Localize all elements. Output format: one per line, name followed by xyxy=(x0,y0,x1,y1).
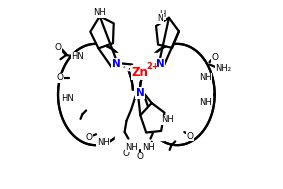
Text: N: N xyxy=(156,60,164,70)
Text: NH: NH xyxy=(97,138,110,147)
Polygon shape xyxy=(156,18,179,48)
Text: O: O xyxy=(85,133,92,142)
Polygon shape xyxy=(140,103,164,132)
Text: N: N xyxy=(136,88,144,98)
Polygon shape xyxy=(90,16,114,48)
Polygon shape xyxy=(58,44,133,145)
Text: NH: NH xyxy=(161,115,174,124)
Text: HN: HN xyxy=(71,53,84,61)
Text: O: O xyxy=(212,53,219,62)
Polygon shape xyxy=(115,91,164,139)
Polygon shape xyxy=(140,44,215,145)
Text: NH: NH xyxy=(125,143,138,152)
Text: O: O xyxy=(187,132,194,141)
Text: O: O xyxy=(57,73,64,82)
Text: O: O xyxy=(136,152,143,161)
Text: N: N xyxy=(112,60,121,70)
Text: 2+: 2+ xyxy=(147,62,160,71)
Text: NH: NH xyxy=(199,73,212,82)
Text: O: O xyxy=(55,43,61,53)
Text: NH: NH xyxy=(93,8,106,17)
Text: N: N xyxy=(157,14,163,23)
Text: Zn: Zn xyxy=(132,66,149,79)
Polygon shape xyxy=(115,53,162,70)
Text: O: O xyxy=(122,149,129,158)
Text: H: H xyxy=(159,10,165,19)
Ellipse shape xyxy=(58,44,133,145)
Text: NH: NH xyxy=(199,98,212,107)
Text: NH: NH xyxy=(142,143,155,152)
Text: NH₂: NH₂ xyxy=(215,64,231,73)
Ellipse shape xyxy=(140,44,215,145)
Text: HN: HN xyxy=(62,94,74,103)
